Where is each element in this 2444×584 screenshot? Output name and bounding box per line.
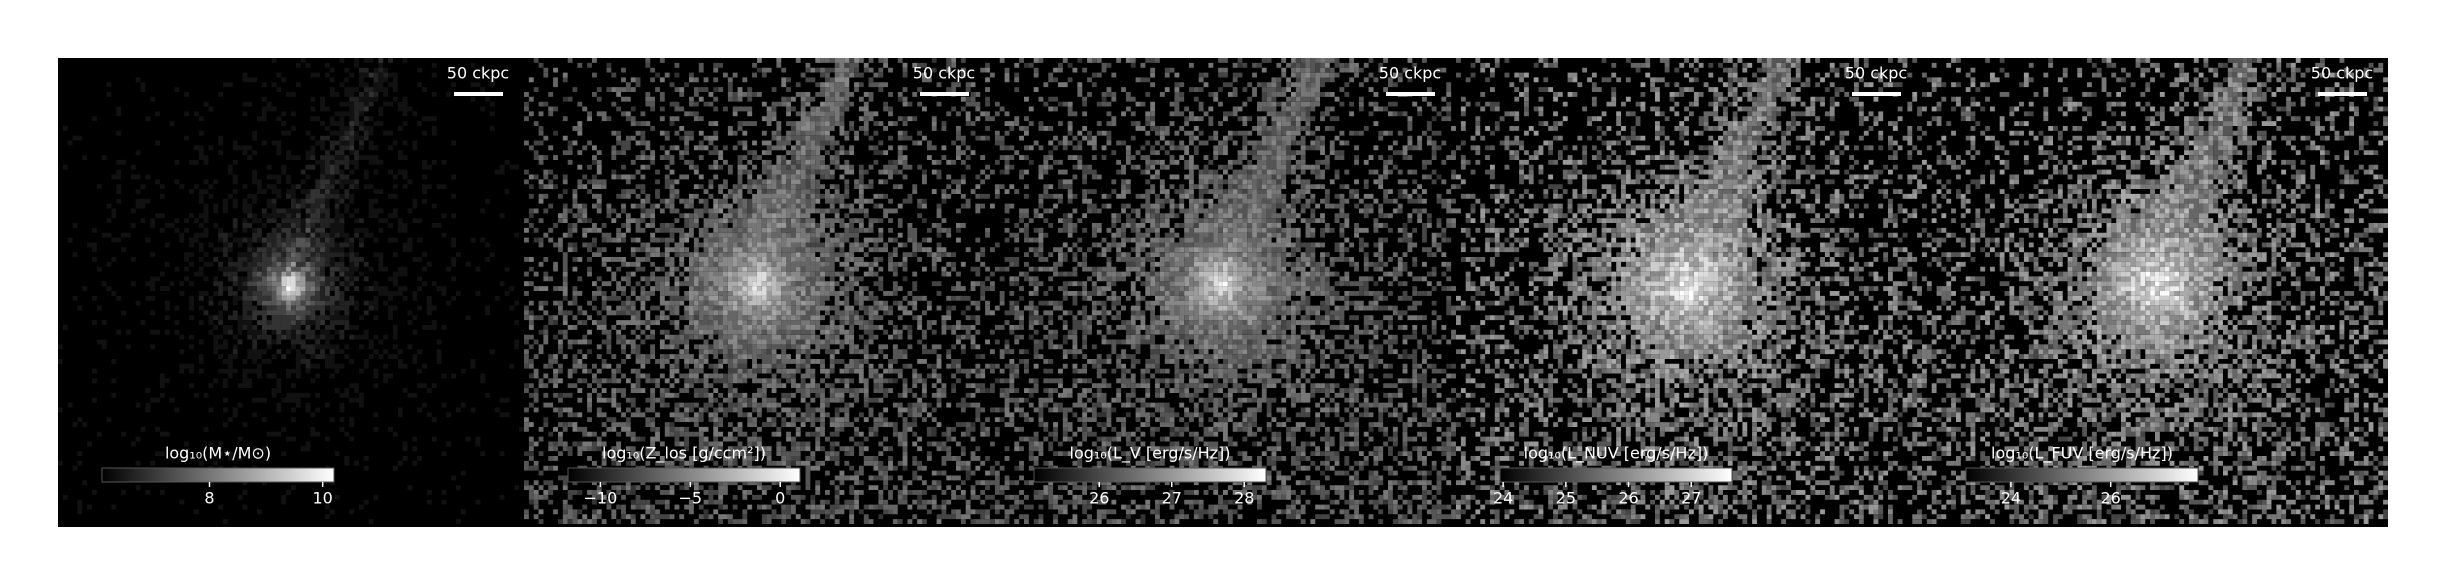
scale-bar-label: 50 ckpc bbox=[1845, 64, 1907, 83]
pixel-map bbox=[1922, 58, 2388, 524]
pixel-map bbox=[737, 261, 782, 306]
scale-bar-label: 50 ckpc bbox=[2311, 64, 2373, 83]
colorbar-label: log₁₀(M⋆/M⊙) bbox=[165, 444, 271, 463]
colorbar-tick-label: 27 bbox=[1162, 489, 1182, 508]
colorbar bbox=[101, 467, 335, 483]
pixel-map bbox=[1208, 261, 1233, 301]
colorbar-tick-label: 24 bbox=[1493, 489, 1513, 508]
colorbar bbox=[1499, 467, 1733, 483]
colorbar-tick-label: 0 bbox=[775, 489, 785, 508]
pixel-map bbox=[2116, 227, 2204, 325]
pixel-map bbox=[2121, 247, 2185, 311]
pixel-map bbox=[2130, 266, 2180, 306]
scale-bar-label: 50 ckpc bbox=[447, 64, 509, 83]
pixel-map bbox=[286, 276, 296, 291]
pixel-map bbox=[1562, 77, 1791, 408]
colorbar-tick-label: 27 bbox=[1681, 489, 1701, 508]
pixel-map bbox=[727, 257, 791, 321]
pixel-map bbox=[742, 276, 772, 301]
colorbar-label: log₁₀(L_NUV [erg/s/Hz]) bbox=[1524, 444, 1709, 464]
colorbar-tick-label: 26 bbox=[1618, 489, 1638, 508]
pixel-map bbox=[1669, 261, 1704, 301]
pixel-map bbox=[1198, 257, 1243, 311]
pixel-map bbox=[1218, 281, 1223, 287]
pixel-map bbox=[257, 227, 325, 321]
pixel-map bbox=[1184, 227, 1272, 325]
pixel-map bbox=[2038, 72, 2272, 413]
colorbar bbox=[1965, 467, 2199, 483]
pixel-map bbox=[752, 286, 757, 291]
pixel-map bbox=[198, 58, 393, 369]
colorbar-tick-label: 25 bbox=[1556, 489, 1576, 508]
colorbar-label: log₁₀(L_FUV [erg/s/Hz]) bbox=[1991, 444, 2173, 464]
colorbar bbox=[567, 467, 801, 483]
pixel-map bbox=[281, 261, 306, 301]
colorbar-label: log₁₀(Z_los [g/ccm²]) bbox=[602, 444, 766, 464]
colorbar-tick-label: 26 bbox=[2101, 489, 2121, 508]
colorbar-tick-label: −5 bbox=[678, 489, 702, 508]
pixel-map bbox=[752, 271, 767, 296]
colorbar-tick-label: 8 bbox=[204, 489, 214, 508]
pixel-map bbox=[2087, 208, 2223, 355]
pixel-map bbox=[1645, 227, 1733, 330]
scale-bar-label: 50 ckpc bbox=[913, 64, 975, 83]
pixel-map bbox=[266, 252, 316, 311]
colorbar-tick-label: 10 bbox=[313, 489, 333, 508]
pixel-map bbox=[1223, 281, 1228, 287]
pixel-map bbox=[266, 266, 316, 311]
colorbar-label: log₁₀(L_V [erg/s/Hz]) bbox=[1070, 444, 1231, 464]
pixel-map bbox=[1189, 257, 1243, 316]
pixel-map bbox=[2145, 271, 2170, 296]
pixel-map bbox=[1679, 281, 1694, 301]
colorbar-tick-label: 24 bbox=[2001, 489, 2021, 508]
colorbar bbox=[1033, 467, 1267, 483]
pixel-map bbox=[664, 58, 859, 359]
colorbar-tick-label: 26 bbox=[1089, 489, 1109, 508]
scale-bar-label: 50 ckpc bbox=[1379, 64, 1441, 83]
pixel-map bbox=[286, 286, 291, 291]
pixel-map bbox=[271, 276, 291, 306]
pixel-map bbox=[1655, 247, 1719, 316]
colorbar-tick-label: −10 bbox=[583, 489, 617, 508]
colorbar-tick-label: 28 bbox=[1234, 489, 1254, 508]
